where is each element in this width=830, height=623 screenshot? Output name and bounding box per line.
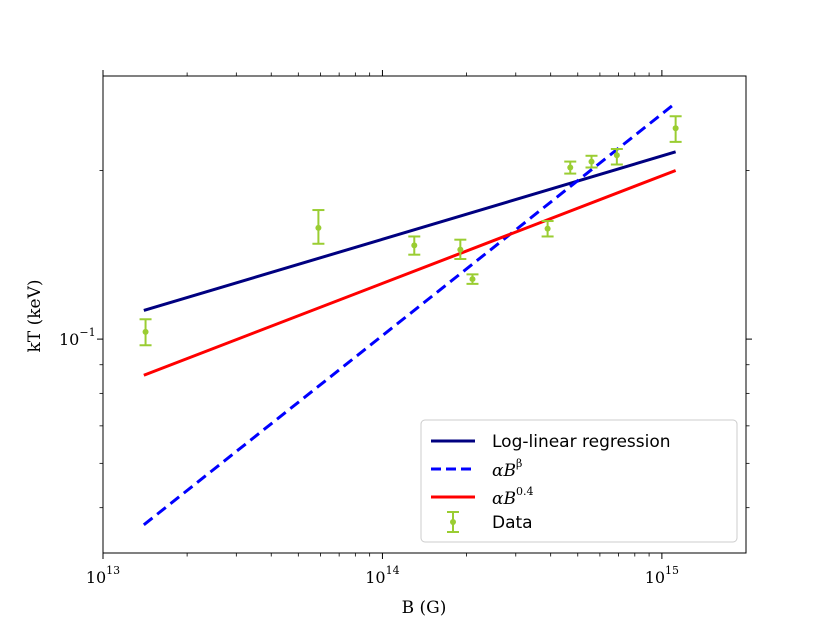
legend: Log-linear regression αBβ αB0.4 Data — [420, 419, 738, 543]
data-point — [139, 318, 152, 347]
data-point — [564, 160, 577, 175]
legend-label-power04-exp: 0.4 — [516, 485, 534, 498]
data-point-marker — [544, 225, 551, 232]
legend-label-beta-exp: β — [516, 457, 522, 470]
data-point-marker — [411, 242, 418, 249]
data-point — [466, 273, 479, 285]
data-point-marker — [315, 224, 322, 231]
x-tick-label: 1013 — [86, 564, 120, 587]
data-point-marker — [672, 125, 679, 132]
legend-label-beta-base: αB — [492, 461, 516, 481]
x-tick-label-exp: 15 — [665, 564, 679, 577]
data-point-marker — [457, 246, 464, 253]
data-point-marker — [588, 158, 595, 165]
legend-label-data: Data — [492, 513, 533, 533]
x-tick-label-exp: 13 — [106, 564, 120, 577]
data-point — [408, 235, 421, 256]
x-tick-label: 1014 — [365, 564, 399, 587]
minor-ticks — [99, 72, 750, 557]
errorbar-layer — [139, 115, 682, 347]
y-tick-label-base: 10 — [59, 330, 79, 349]
series-line-beta — [142, 101, 677, 526]
y-axis-label: kT (keV) — [25, 280, 45, 353]
series-layer — [142, 101, 677, 526]
data-point — [541, 220, 554, 238]
data-point-marker — [567, 164, 574, 171]
legend-swatch-data — [447, 511, 459, 533]
x-tick-label-exp: 14 — [386, 564, 400, 577]
data-point — [312, 209, 325, 245]
x-tick-label: 1015 — [645, 564, 679, 587]
series-line-regression — [143, 150, 677, 312]
plot-frame — [102, 75, 747, 554]
series-line-power04 — [143, 169, 677, 377]
data-point — [454, 238, 467, 261]
y-tick-label-exp: −1 — [79, 326, 95, 339]
legend-label-beta: αBβ — [492, 457, 522, 481]
x-tick-label-base: 10 — [86, 568, 106, 587]
legend-label-power04: αB0.4 — [492, 485, 533, 509]
data-point-marker — [469, 276, 476, 283]
legend-label-power04-base: αB — [492, 489, 516, 509]
x-tick-label-base: 10 — [645, 568, 665, 587]
legend-box — [420, 419, 738, 543]
y-tick-label: 10−1 — [59, 326, 96, 349]
data-point — [669, 115, 682, 143]
data-point — [610, 148, 623, 166]
data-point-marker — [613, 152, 620, 159]
data-point-marker — [142, 328, 149, 335]
legend-label-regression: Log-linear regression — [492, 432, 671, 452]
data-point — [585, 154, 598, 169]
x-tick-label-base: 10 — [365, 568, 385, 587]
x-axis-label: B (G) — [402, 598, 447, 618]
